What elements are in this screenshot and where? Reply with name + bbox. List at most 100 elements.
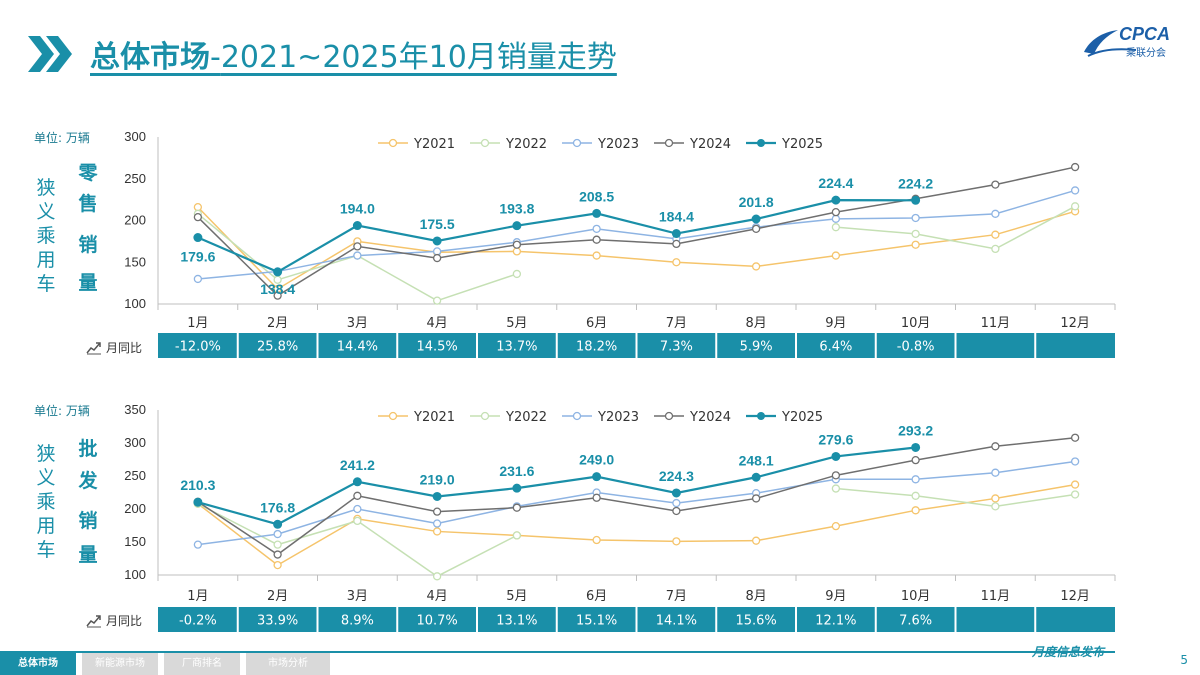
series-y2025: [193, 442, 921, 529]
data-label: 193.8: [499, 201, 534, 217]
footer-divider: [0, 651, 1115, 653]
data-label: 279.6: [818, 431, 853, 447]
data-point: [1070, 490, 1080, 499]
y-tick-label: 100: [124, 567, 146, 582]
data-point: [273, 291, 282, 300]
series-y2024: [193, 162, 1080, 300]
data-point: [991, 209, 1000, 218]
legend-item-y2025: Y2025: [746, 137, 823, 152]
y-tick-label: 200: [124, 501, 146, 516]
legend-item-y2022: Y2022: [470, 410, 547, 425]
tab-market-analysis[interactable]: 市场分析: [246, 653, 330, 675]
x-tick-label: 11月: [981, 589, 1011, 604]
data-point: [911, 456, 920, 465]
data-point: [751, 472, 761, 482]
side-char: 狭: [36, 177, 56, 199]
legend-marker: [757, 139, 765, 147]
series-line: [197, 166, 1076, 297]
legend-item-y2021: Y2021: [378, 410, 455, 425]
data-point: [991, 494, 1000, 503]
yoy-cell: -12.0%: [175, 340, 221, 355]
data-point: [1070, 202, 1080, 211]
data-point: [352, 477, 362, 487]
data-point: [831, 522, 841, 531]
x-tick-label: 3月: [347, 589, 368, 604]
data-point: [831, 207, 841, 217]
data-point: [672, 239, 681, 249]
legend-marker: [664, 138, 674, 148]
series-line: [835, 487, 1076, 508]
data-point: [273, 519, 283, 529]
data-point: [671, 488, 681, 498]
yoy-cell: 5.9%: [740, 340, 773, 355]
data-point: [432, 527, 442, 536]
data-point: [432, 491, 442, 501]
side-char: 销: [78, 234, 98, 256]
data-point: [991, 180, 1000, 189]
data-point: [911, 240, 920, 249]
series-line: [197, 436, 1076, 556]
page-title: 总体市场-2021~2025年10月销量走势: [90, 32, 617, 76]
data-point: [672, 506, 681, 516]
legend-label: Y2024: [689, 137, 731, 152]
side-char: 车: [36, 273, 56, 295]
legend-item-y2023: Y2023: [562, 410, 639, 425]
series-line: [835, 205, 1076, 250]
cpca-logo-icon: [1084, 30, 1137, 57]
legend-marker: [572, 411, 582, 421]
series-line: [197, 483, 1076, 567]
x-tick-label: 6月: [586, 589, 607, 604]
tab-overall-market[interactable]: 总体市场: [0, 653, 76, 675]
data-point: [273, 267, 283, 277]
legend-label: Y2023: [597, 137, 639, 152]
data-label: 224.4: [818, 175, 853, 191]
data-point: [1070, 457, 1080, 466]
side-char: 狭: [36, 443, 56, 465]
y-tick-label: 100: [124, 296, 146, 311]
legend-marker: [572, 138, 582, 148]
data-point: [353, 491, 362, 500]
data-label: 293.2: [898, 422, 933, 438]
yoy-cell: 7.3%: [660, 340, 693, 355]
title-sep: -: [210, 40, 221, 75]
data-label: 219.0: [420, 471, 455, 487]
tab-nev-market[interactable]: 新能源市场: [82, 653, 158, 675]
data-point: [592, 235, 601, 244]
side-char: 批: [78, 438, 98, 460]
yoy-cell: 6.4%: [819, 340, 852, 355]
data-label: 241.2: [340, 457, 375, 473]
yoy-label-1: 月同比: [86, 339, 142, 356]
series-y2023: [193, 457, 1080, 549]
data-point: [592, 224, 601, 234]
series-line: [197, 460, 1076, 546]
legend-item-y2022: Y2022: [470, 137, 547, 152]
x-tick-label: 2月: [267, 589, 288, 604]
data-point: [193, 540, 203, 549]
data-point: [831, 214, 841, 223]
legend-label: Y2021: [413, 137, 455, 152]
data-point: [512, 269, 522, 279]
data-point: [432, 507, 442, 516]
yoy-cell: 14.5%: [416, 340, 457, 355]
data-point: [432, 236, 442, 246]
yoy-cell: 13.7%: [496, 340, 537, 355]
data-point: [1070, 186, 1080, 195]
tab-manufacturer-ranking[interactable]: 厂商排名: [164, 653, 240, 675]
data-point: [432, 519, 442, 528]
series-y2025: [193, 195, 921, 277]
data-point: [273, 529, 282, 539]
data-point: [353, 504, 362, 514]
yoy-cell: 25.8%: [257, 340, 298, 355]
yoy-cell: 15.1%: [576, 614, 617, 629]
x-tick-label: 10月: [901, 589, 931, 604]
yoy-cell: 14.1%: [656, 614, 697, 629]
data-point: [432, 247, 442, 256]
data-point: [751, 262, 761, 271]
x-tick-label: 12月: [1060, 316, 1090, 331]
footer-tabs: 总体市场 新能源市场 厂商排名 市场分析: [0, 653, 1200, 675]
side-char: 乘: [36, 491, 56, 513]
data-label: 231.6: [499, 463, 534, 479]
data-point: [672, 258, 681, 267]
data-point: [1070, 433, 1080, 442]
